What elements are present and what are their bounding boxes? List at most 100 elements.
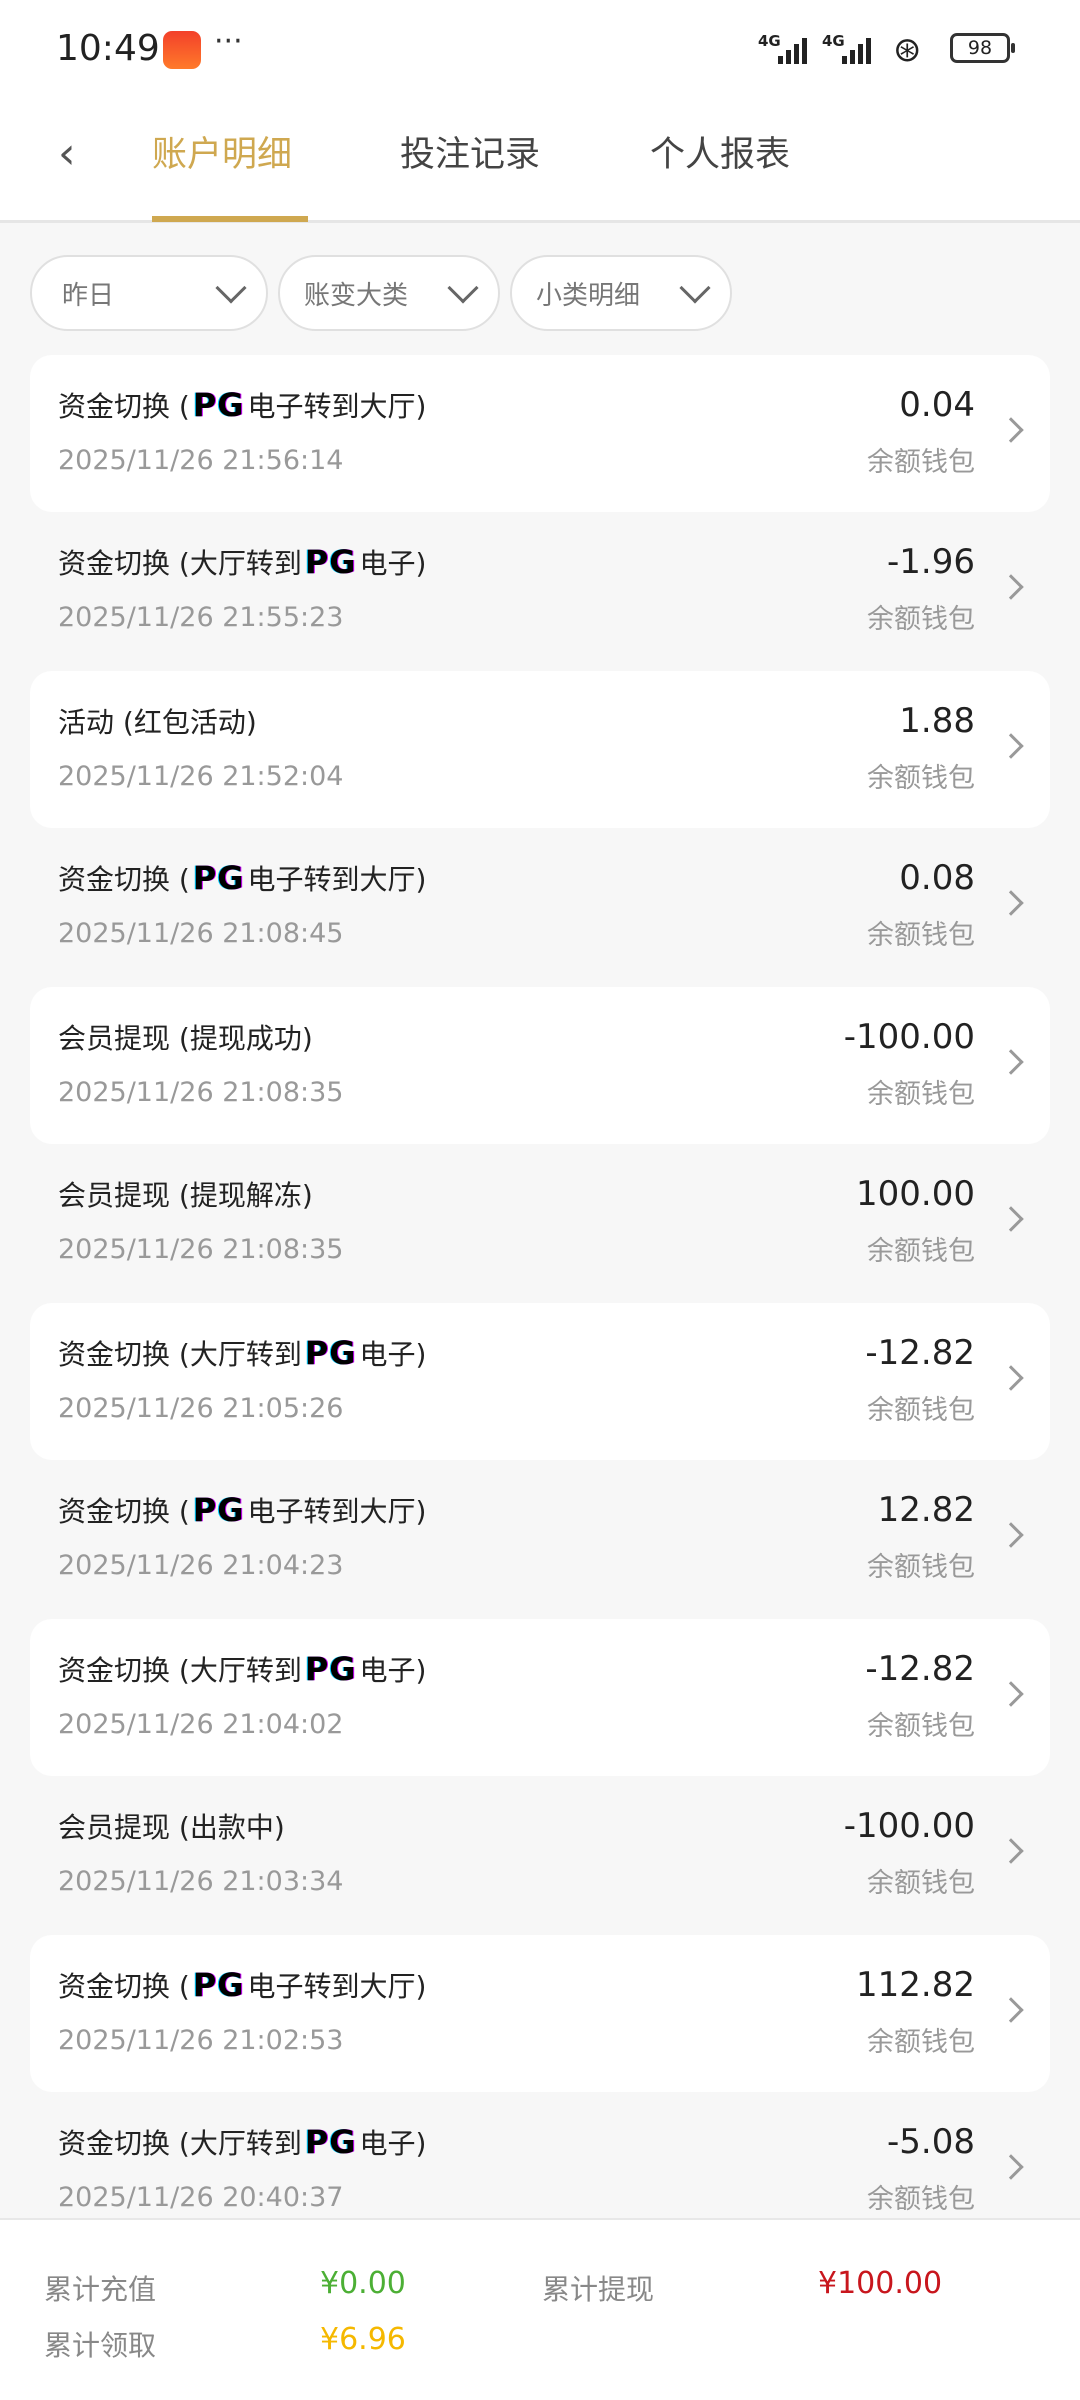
wallet-label: 余额钱包 <box>867 447 975 478</box>
app-notification-icon <box>163 31 201 69</box>
total-deposit-label: 累计充值 <box>44 2273 157 2306</box>
title-suffix: 电子) <box>359 1338 427 1371</box>
total-claim-value: ¥6.96 <box>320 2322 406 2357</box>
transaction-datetime: 2025/11/26 21:55:23 <box>58 602 344 633</box>
filter-label: 小类明细 <box>536 280 641 311</box>
transaction-title: 会员提现 (提现成功) <box>58 1017 313 1057</box>
transaction-amount: 112.82 <box>856 1965 975 2005</box>
category-filter-dropdown[interactable]: 账变大类 <box>278 255 500 331</box>
date-filter-dropdown[interactable]: 昨日 <box>30 255 268 331</box>
chevron-right-icon <box>998 1997 1024 2023</box>
chevron-right-icon <box>998 1206 1024 1232</box>
chevron-down-icon <box>215 272 247 304</box>
chevron-right-icon <box>998 1681 1024 1707</box>
tab-personal-report[interactable]: 个人报表 <box>650 135 791 175</box>
title-text: 活动 (红包活动) <box>58 706 257 739</box>
title-suffix: 电子转到大厅) <box>247 390 427 423</box>
title-suffix: 电子) <box>359 2127 427 2160</box>
transaction-amount: -12.82 <box>865 1333 975 1373</box>
transaction-row[interactable]: 资金切换 (PG 电子转到大厅) 2025/11/26 21:04:23 12.8… <box>30 1460 1050 1619</box>
summary-footer: 累计充值 ¥0.00 累计提现 ¥100.00 累计领取 ¥6.96 <box>0 2218 1080 2400</box>
total-claim-label: 累计领取 <box>44 2329 157 2362</box>
tab-bet-records[interactable]: 投注记录 <box>400 135 541 175</box>
transaction-row[interactable]: 会员提现 (出款中) 2025/11/26 21:03:34 -100.00 余… <box>30 1776 1050 1935</box>
transaction-list[interactable]: 资金切换 (PG 电子转到大厅) 2025/11/26 21:56:14 0.04… <box>0 355 1080 2218</box>
wallet-label: 余额钱包 <box>867 2027 975 2058</box>
transaction-row[interactable]: 资金切换 (大厅转到 PG 电子) 2025/11/26 21:05:26 -12.… <box>30 1303 1050 1460</box>
active-tab-indicator <box>152 216 308 222</box>
title-text: 资金切换 (大厅转到 <box>58 547 302 580</box>
transaction-row[interactable]: 资金切换 (PG 电子转到大厅) 2025/11/26 21:08:45 0.08… <box>30 828 1050 987</box>
transaction-title: 活动 (红包活动) <box>58 701 257 741</box>
transaction-row[interactable]: 资金切换 (大厅转到 PG 电子) 2025/11/26 21:04:02 -12.… <box>30 1619 1050 1776</box>
transaction-datetime: 2025/11/26 21:02:53 <box>58 2025 344 2056</box>
transaction-row[interactable]: 资金切换 (PG 电子转到大厅) 2025/11/26 21:02:53 112.… <box>30 1935 1050 2092</box>
chevron-right-icon <box>998 1838 1024 1864</box>
transaction-title: 会员提现 (提现解冻) <box>58 1174 313 1214</box>
transaction-row[interactable]: 会员提现 (提现解冻) 2025/11/26 21:08:35 100.00 余… <box>30 1144 1050 1303</box>
transaction-amount: 100.00 <box>856 1174 975 1214</box>
more-notifications-icon: ··· <box>214 24 243 59</box>
transaction-title: 资金切换 (大厅转到 PG 电子) <box>58 2122 426 2162</box>
signal-icon <box>778 34 807 64</box>
transaction-amount: -12.82 <box>865 1649 975 1689</box>
status-bar: 10:49 ··· 4G 4G ⊛ 98 <box>0 0 1080 100</box>
back-icon[interactable]: ‹ <box>58 128 76 179</box>
transaction-amount: -1.96 <box>887 542 975 582</box>
chevron-right-icon <box>998 574 1024 600</box>
pg-logo: PG <box>304 1650 357 1688</box>
title-text: 资金切换 ( <box>58 390 190 423</box>
subcategory-filter-dropdown[interactable]: 小类明细 <box>510 255 732 331</box>
clock: 10:49 <box>56 28 160 69</box>
title-text: 资金切换 (大厅转到 <box>58 1654 302 1687</box>
wallet-label: 余额钱包 <box>867 604 975 635</box>
title-text: 会员提现 (提现解冻) <box>58 1179 313 1212</box>
transaction-title: 资金切换 (大厅转到 PG 电子) <box>58 1333 426 1373</box>
title-text: 资金切换 (大厅转到 <box>58 1338 302 1371</box>
title-text: 资金切换 (大厅转到 <box>58 2127 302 2160</box>
title-suffix: 电子转到大厅) <box>247 1970 427 2003</box>
tab-account-details[interactable]: 账户明细 <box>152 135 293 175</box>
signal-icon <box>842 34 871 64</box>
title-suffix: 电子) <box>359 1654 427 1687</box>
transaction-amount: 0.08 <box>899 858 975 898</box>
wallet-label: 余额钱包 <box>867 1868 975 1899</box>
title-suffix: 电子转到大厅) <box>247 1495 427 1528</box>
transaction-amount: -100.00 <box>843 1017 975 1057</box>
total-withdraw-label: 累计提现 <box>542 2273 655 2306</box>
transaction-row[interactable]: 资金切换 (大厅转到 PG 电子) 2025/11/26 21:55:23 -1.9… <box>30 512 1050 671</box>
wallet-label: 余额钱包 <box>867 1711 975 1742</box>
transaction-row[interactable]: 活动 (红包活动) 2025/11/26 21:52:04 1.88 余额钱包 <box>30 671 1050 828</box>
battery-icon: 98 <box>950 33 1015 63</box>
transaction-row[interactable]: 资金切换 (大厅转到 PG 电子) 2025/11/26 20:40:37 -5.0… <box>30 2092 1050 2218</box>
pg-logo: PG <box>192 1491 245 1529</box>
total-deposit-value: ¥0.00 <box>320 2266 406 2301</box>
transaction-datetime: 2025/11/26 21:08:35 <box>58 1077 344 1108</box>
transaction-datetime: 2025/11/26 21:04:02 <box>58 1709 344 1740</box>
wallet-label: 余额钱包 <box>867 2184 975 2215</box>
title-suffix: 电子转到大厅) <box>247 863 427 896</box>
filter-label: 账变大类 <box>304 280 409 311</box>
transaction-datetime: 2025/11/26 20:40:37 <box>58 2182 344 2213</box>
transaction-title: 会员提现 (出款中) <box>58 1806 285 1846</box>
wallet-label: 余额钱包 <box>867 920 975 951</box>
transaction-amount: 1.88 <box>899 701 975 741</box>
chevron-down-icon <box>679 272 711 304</box>
transaction-amount: 0.04 <box>899 385 975 425</box>
transaction-title: 资金切换 (PG 电子转到大厅) <box>58 385 426 425</box>
pg-logo: PG <box>304 1334 357 1372</box>
chevron-right-icon <box>998 733 1024 759</box>
transaction-title: 资金切换 (PG 电子转到大厅) <box>58 1965 426 2005</box>
pg-logo: PG <box>192 1966 245 2004</box>
title-text: 会员提现 (提现成功) <box>58 1022 313 1055</box>
transaction-amount: -5.08 <box>887 2122 975 2162</box>
pg-logo: PG <box>304 543 357 581</box>
transaction-title: 资金切换 (大厅转到 PG 电子) <box>58 542 426 582</box>
transaction-row[interactable]: 资金切换 (PG 电子转到大厅) 2025/11/26 21:56:14 0.04… <box>30 355 1050 512</box>
title-text: 会员提现 (出款中) <box>58 1811 285 1844</box>
chevron-right-icon <box>998 2154 1024 2180</box>
wallet-label: 余额钱包 <box>867 1552 975 1583</box>
transaction-row[interactable]: 会员提现 (提现成功) 2025/11/26 21:08:35 -100.00 … <box>30 987 1050 1144</box>
chevron-right-icon <box>998 890 1024 916</box>
transaction-datetime: 2025/11/26 21:56:14 <box>58 445 344 476</box>
